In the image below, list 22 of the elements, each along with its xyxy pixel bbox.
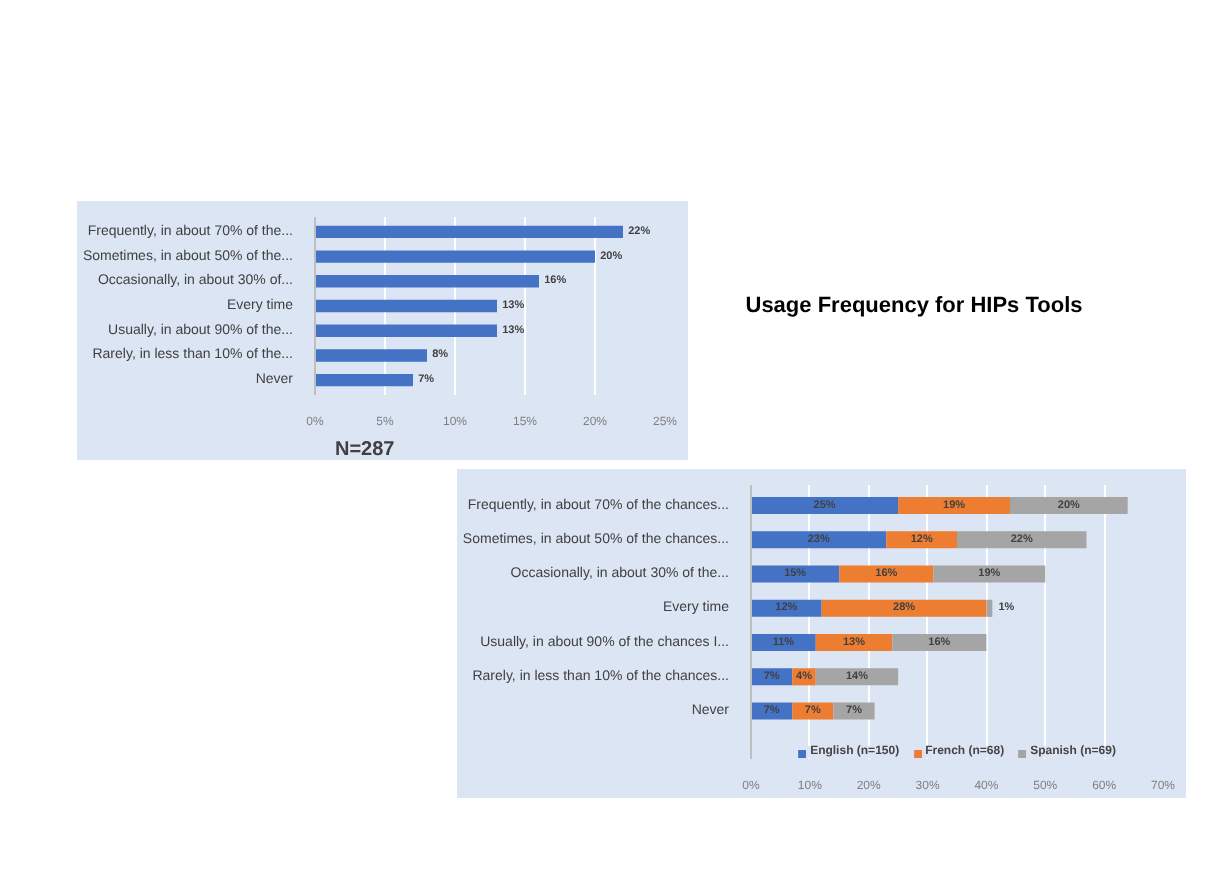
bar — [315, 250, 595, 263]
bar — [1009, 496, 1128, 515]
bar — [315, 225, 623, 239]
bar — [315, 373, 413, 387]
bar — [315, 299, 497, 313]
bar — [751, 531, 887, 549]
bar — [986, 599, 993, 617]
bar — [315, 275, 539, 288]
bar — [957, 531, 1087, 549]
bar — [933, 565, 1046, 583]
bar — [315, 324, 497, 337]
bar — [315, 349, 427, 362]
text: Usage Frequency for HIPs Tools — [745, 294, 1083, 318]
bar — [833, 702, 875, 720]
bar — [792, 702, 834, 720]
bar — [839, 565, 934, 583]
bar — [751, 496, 899, 515]
bar — [751, 565, 840, 583]
bar — [821, 599, 987, 617]
text: N=287 — [335, 439, 396, 461]
bar — [898, 496, 1010, 515]
bar — [892, 633, 987, 652]
